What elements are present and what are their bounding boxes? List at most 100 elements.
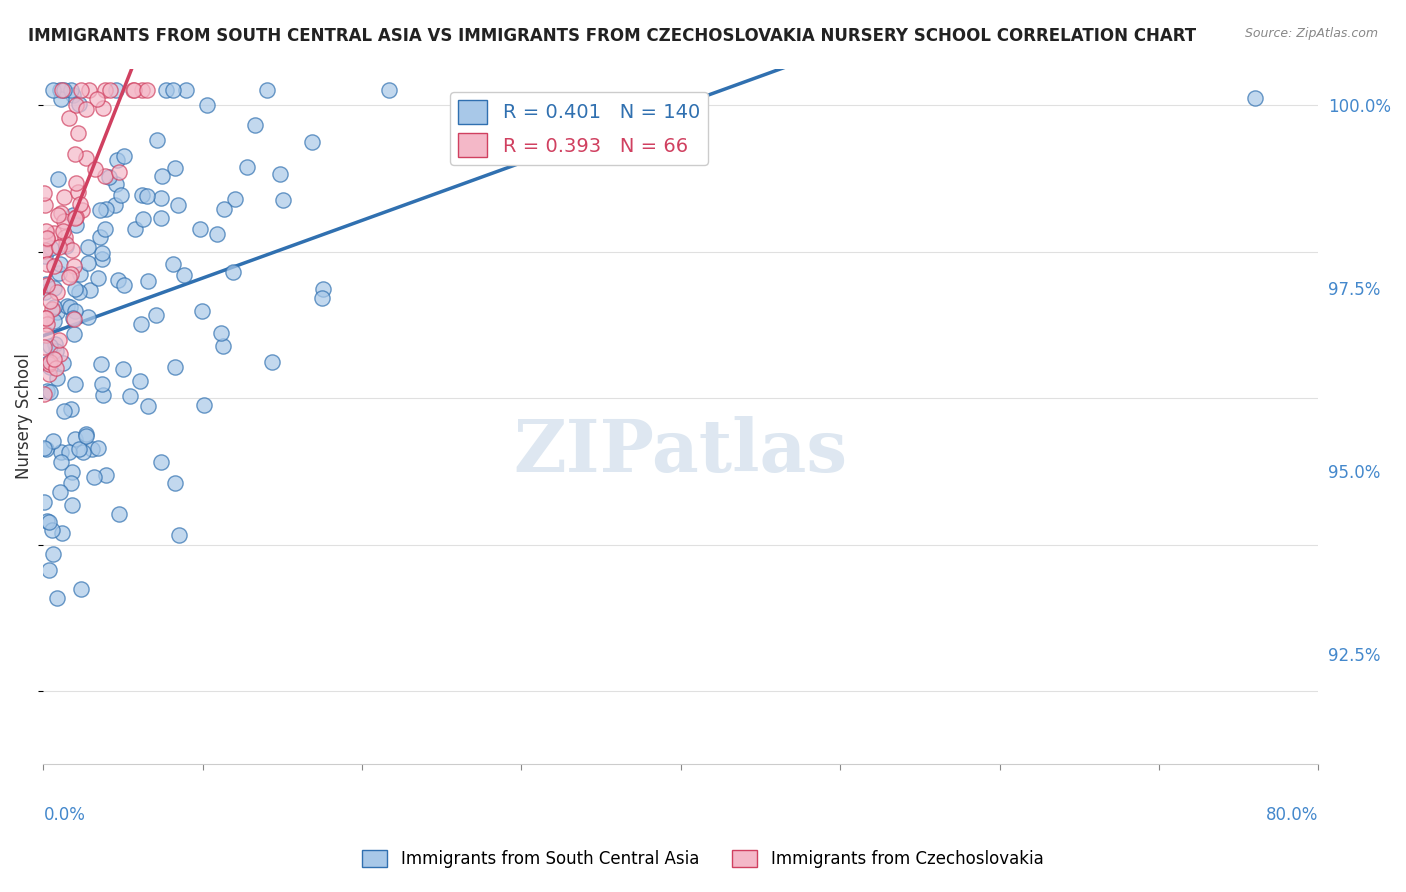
Immigrants from South Central Asia bbox=[235, 160, 257, 174]
Immigrants from South Central Asia bbox=[62, 311, 84, 326]
Immigrants from South Central Asia bbox=[41, 434, 63, 448]
Immigrants from Czechoslovakia bbox=[52, 214, 75, 228]
Immigrants from Czechoslovakia bbox=[77, 83, 100, 97]
Immigrants from South Central Asia bbox=[38, 359, 60, 374]
Immigrants from Czechoslovakia bbox=[63, 147, 86, 161]
Immigrants from South Central Asia bbox=[63, 432, 86, 446]
Immigrants from South Central Asia bbox=[105, 178, 128, 192]
Immigrants from Czechoslovakia bbox=[39, 355, 62, 369]
Immigrants from South Central Asia bbox=[42, 301, 65, 315]
Text: IMMIGRANTS FROM SOUTH CENTRAL ASIA VS IMMIGRANTS FROM CZECHOSLOVAKIA NURSERY SCH: IMMIGRANTS FROM SOUTH CENTRAL ASIA VS IM… bbox=[28, 27, 1197, 45]
Immigrants from South Central Asia bbox=[58, 444, 80, 458]
Immigrants from South Central Asia bbox=[75, 429, 97, 443]
Immigrants from South Central Asia bbox=[62, 87, 84, 102]
Immigrants from South Central Asia bbox=[173, 268, 195, 282]
Immigrants from Czechoslovakia bbox=[58, 270, 80, 285]
Immigrants from South Central Asia bbox=[112, 361, 135, 376]
Immigrants from South Central Asia bbox=[131, 187, 153, 202]
Immigrants from South Central Asia bbox=[104, 198, 127, 212]
Immigrants from South Central Asia bbox=[46, 172, 69, 186]
Immigrants from South Central Asia bbox=[96, 468, 118, 483]
Immigrants from South Central Asia bbox=[60, 498, 83, 512]
Immigrants from Czechoslovakia bbox=[35, 231, 58, 245]
Immigrants from South Central Asia bbox=[149, 455, 172, 469]
Immigrants from South Central Asia bbox=[60, 465, 83, 479]
Immigrants from Czechoslovakia bbox=[38, 293, 60, 308]
Immigrants from Czechoslovakia bbox=[35, 223, 58, 237]
Legend: Immigrants from South Central Asia, Immigrants from Czechoslovakia: Immigrants from South Central Asia, Immi… bbox=[356, 843, 1050, 875]
Immigrants from South Central Asia bbox=[72, 444, 94, 458]
Immigrants from South Central Asia bbox=[163, 476, 186, 491]
Immigrants from Czechoslovakia bbox=[35, 310, 58, 325]
Immigrants from Czechoslovakia bbox=[32, 244, 55, 258]
Immigrants from South Central Asia bbox=[37, 384, 59, 399]
Immigrants from South Central Asia bbox=[35, 442, 58, 457]
Immigrants from South Central Asia bbox=[129, 374, 152, 388]
Immigrants from Czechoslovakia bbox=[65, 211, 87, 225]
Immigrants from South Central Asia bbox=[311, 291, 333, 305]
Text: Source: ZipAtlas.com: Source: ZipAtlas.com bbox=[1244, 27, 1378, 40]
Immigrants from South Central Asia bbox=[63, 282, 86, 296]
Immigrants from Czechoslovakia bbox=[34, 243, 56, 257]
Immigrants from South Central Asia bbox=[112, 278, 135, 293]
Immigrants from South Central Asia bbox=[79, 284, 101, 298]
Immigrants from South Central Asia bbox=[89, 202, 111, 217]
Immigrants from South Central Asia bbox=[124, 222, 146, 236]
Immigrants from South Central Asia bbox=[89, 229, 111, 244]
Immigrants from South Central Asia bbox=[59, 475, 82, 490]
Immigrants from South Central Asia bbox=[207, 227, 229, 241]
Immigrants from Czechoslovakia bbox=[46, 285, 69, 300]
Immigrants from Czechoslovakia bbox=[62, 259, 84, 273]
Immigrants from South Central Asia bbox=[55, 238, 77, 252]
Immigrants from South Central Asia bbox=[69, 267, 91, 281]
Text: 0.0%: 0.0% bbox=[44, 806, 86, 824]
Immigrants from South Central Asia bbox=[49, 92, 72, 106]
Immigrants from Czechoslovakia bbox=[49, 206, 72, 220]
Immigrants from South Central Asia bbox=[136, 188, 159, 202]
Immigrants from South Central Asia bbox=[48, 257, 70, 271]
Immigrants from South Central Asia bbox=[193, 398, 215, 412]
Immigrants from South Central Asia bbox=[105, 153, 128, 168]
Immigrants from Czechoslovakia bbox=[98, 83, 121, 97]
Immigrants from South Central Asia bbox=[77, 310, 100, 325]
Immigrants from South Central Asia bbox=[167, 198, 190, 212]
Immigrants from South Central Asia bbox=[80, 442, 103, 457]
Immigrants from Czechoslovakia bbox=[52, 190, 75, 204]
Immigrants from South Central Asia bbox=[174, 83, 197, 97]
Immigrants from South Central Asia bbox=[44, 344, 66, 359]
Immigrants from Czechoslovakia bbox=[48, 347, 70, 361]
Immigrants from South Central Asia bbox=[69, 582, 91, 596]
Immigrants from Czechoslovakia bbox=[91, 101, 114, 115]
Immigrants from Czechoslovakia bbox=[66, 185, 89, 199]
Immigrants from South Central Asia bbox=[37, 356, 59, 370]
Immigrants from South Central Asia bbox=[87, 271, 110, 285]
Immigrants from Czechoslovakia bbox=[32, 186, 55, 200]
Immigrants from South Central Asia bbox=[149, 211, 172, 225]
Immigrants from South Central Asia bbox=[162, 256, 184, 270]
Immigrants from South Central Asia bbox=[42, 548, 65, 562]
Immigrants from South Central Asia bbox=[51, 526, 73, 541]
Immigrants from Czechoslovakia bbox=[63, 211, 86, 226]
Immigrants from South Central Asia bbox=[224, 192, 246, 206]
Immigrants from Czechoslovakia bbox=[75, 102, 97, 116]
Immigrants from South Central Asia bbox=[311, 282, 333, 296]
Immigrants from South Central Asia bbox=[67, 442, 90, 456]
Immigrants from Czechoslovakia bbox=[63, 312, 86, 326]
Immigrants from Czechoslovakia bbox=[60, 243, 83, 257]
Immigrants from Czechoslovakia bbox=[53, 230, 76, 244]
Immigrants from Czechoslovakia bbox=[122, 83, 145, 97]
Immigrants from South Central Asia bbox=[256, 83, 278, 97]
Immigrants from South Central Asia bbox=[138, 274, 160, 288]
Immigrants from South Central Asia bbox=[91, 246, 114, 260]
Immigrants from South Central Asia bbox=[75, 427, 97, 442]
Immigrants from South Central Asia bbox=[49, 485, 72, 500]
Immigrants from Czechoslovakia bbox=[136, 83, 159, 97]
Immigrants from South Central Asia bbox=[51, 445, 73, 459]
Immigrants from South Central Asia bbox=[76, 240, 98, 254]
Immigrants from Czechoslovakia bbox=[38, 368, 60, 382]
Immigrants from Czechoslovakia bbox=[45, 360, 67, 375]
Immigrants from South Central Asia bbox=[377, 83, 399, 97]
Immigrants from South Central Asia bbox=[49, 455, 72, 469]
Immigrants from South Central Asia bbox=[38, 563, 60, 577]
Immigrants from Czechoslovakia bbox=[131, 83, 153, 97]
